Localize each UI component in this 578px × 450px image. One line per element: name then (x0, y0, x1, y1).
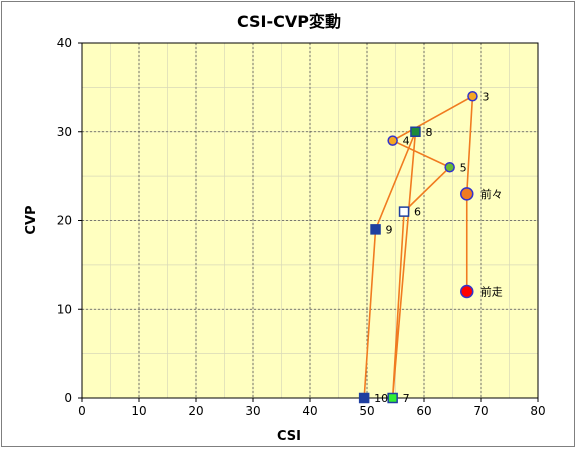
x-tick-label: 0 (78, 404, 86, 418)
data-point-label: 10 (374, 392, 388, 405)
data-point-label: 4 (403, 135, 410, 148)
data-point (460, 187, 474, 201)
series-polyline (363, 94, 474, 399)
data-point-label: 8 (425, 126, 432, 139)
data-point (460, 284, 474, 299)
y-axis-title: CVP (24, 205, 39, 234)
y-tick-label: 40 (57, 36, 72, 50)
x-tick-label: 20 (188, 404, 203, 418)
data-point-label: 3 (482, 90, 489, 103)
series-line (363, 94, 474, 399)
x-tick-label: 30 (245, 404, 260, 418)
x-axis-title: CSI (277, 429, 301, 444)
data-point-label: 前走 (481, 285, 503, 299)
y-tick-label: 10 (57, 302, 72, 316)
y-axis-ticks: 0 10 20 30 40 (57, 36, 82, 405)
point-labels: 前走 前々 3 4 5 6 7 8 9 10 (374, 90, 503, 405)
y-tick-label: 0 (64, 391, 72, 405)
data-point-label: 5 (460, 161, 467, 174)
chart-title: CSI-CVP変動 (237, 12, 341, 31)
data-point (444, 162, 455, 173)
series-markers (358, 91, 478, 404)
data-point (398, 206, 410, 217)
data-point-label: 前々 (481, 187, 503, 201)
x-tick-label: 70 (473, 404, 488, 418)
y-tick-label: 30 (57, 125, 72, 139)
x-tick-label: 60 (416, 404, 431, 418)
data-point (410, 126, 421, 137)
data-point (467, 91, 478, 102)
data-point (370, 224, 381, 235)
data-point (387, 135, 398, 146)
data-point (387, 392, 398, 404)
data-point-label: 6 (414, 206, 421, 219)
y-tick-label: 20 (57, 214, 72, 228)
x-tick-label: 40 (302, 404, 317, 418)
x-tick-label: 50 (359, 404, 374, 418)
x-tick-label: 80 (530, 404, 545, 418)
data-point-label: 9 (386, 223, 393, 236)
data-point-label: 7 (403, 392, 410, 405)
data-point (358, 392, 370, 404)
x-tick-label: 10 (131, 404, 146, 418)
x-axis-ticks: 0 10 20 30 40 50 60 70 80 (78, 398, 546, 418)
